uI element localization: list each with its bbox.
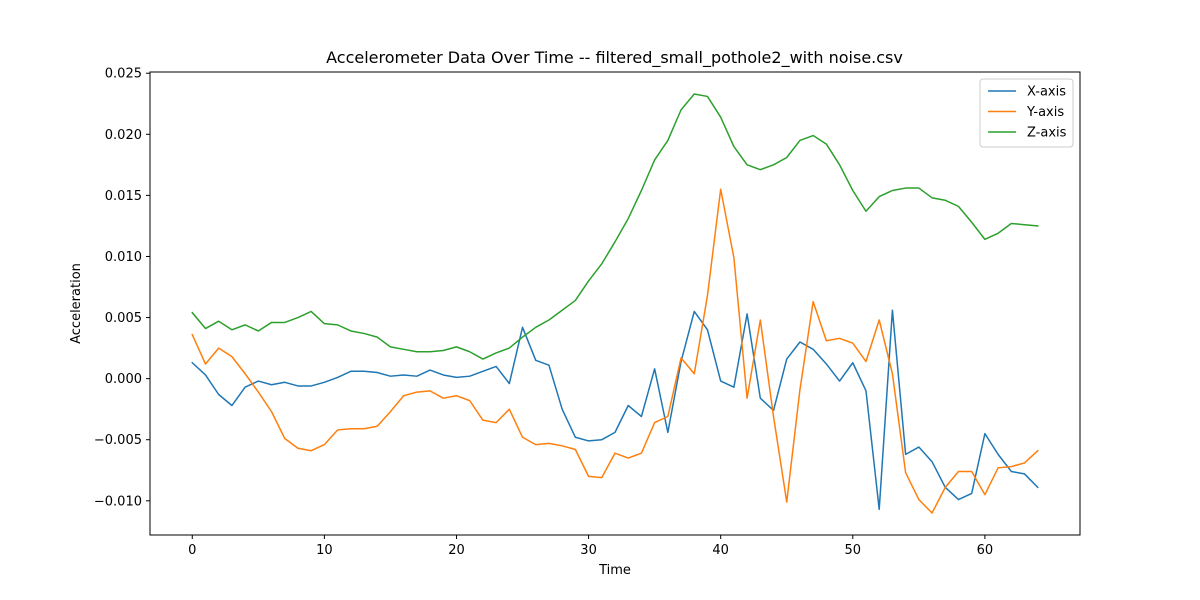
- y-tick-label: 0.025: [105, 67, 142, 82]
- y-tick-label: 0.000: [105, 372, 142, 387]
- y-tick-label: −0.010: [94, 494, 142, 509]
- x-axis-ticks: 0 10 20 30 40 50 60: [188, 535, 993, 558]
- x-tick-label: 30: [580, 543, 597, 558]
- legend: X-axis Y-axis Z-axis: [979, 78, 1074, 148]
- legend-box: [979, 78, 1074, 148]
- y-tick-label: 0.015: [105, 189, 142, 204]
- x-tick-label: 10: [316, 543, 333, 558]
- x-tick-label: 0: [188, 543, 196, 558]
- x-axis-title: Time: [598, 563, 631, 578]
- y-tick-label: −0.005: [94, 433, 142, 448]
- y-tick-label: 0.010: [105, 250, 142, 265]
- series-layer: [191, 93, 1039, 514]
- y-axis-ticks: −0.010 −0.005 0.000 0.005 0.010 0.015 0.020 0.0…: [94, 67, 150, 509]
- plot-frame: [149, 71, 1081, 536]
- series-line-z-axis: [191, 93, 1039, 360]
- y-tick-label: 0.005: [105, 311, 142, 326]
- chart-title: Accelerometer Data Over Time -- filtered…: [326, 48, 903, 68]
- legend-label-x-axis: X-axis: [1027, 85, 1066, 100]
- series-line-x-axis: [191, 309, 1039, 511]
- series-line-y-axis: [191, 188, 1039, 514]
- y-axis-title: Acceleration: [69, 263, 84, 344]
- x-tick-label: 20: [448, 543, 465, 558]
- legend-label-y-axis: Y-axis: [1026, 105, 1064, 120]
- legend-label-z-axis: Z-axis: [1027, 126, 1067, 141]
- y-tick-label: 0.020: [105, 128, 142, 143]
- x-tick-label: 60: [977, 543, 994, 558]
- legend-items: X-axis Y-axis Z-axis: [988, 85, 1067, 141]
- x-tick-label: 50: [845, 543, 862, 558]
- x-tick-label: 40: [712, 543, 729, 558]
